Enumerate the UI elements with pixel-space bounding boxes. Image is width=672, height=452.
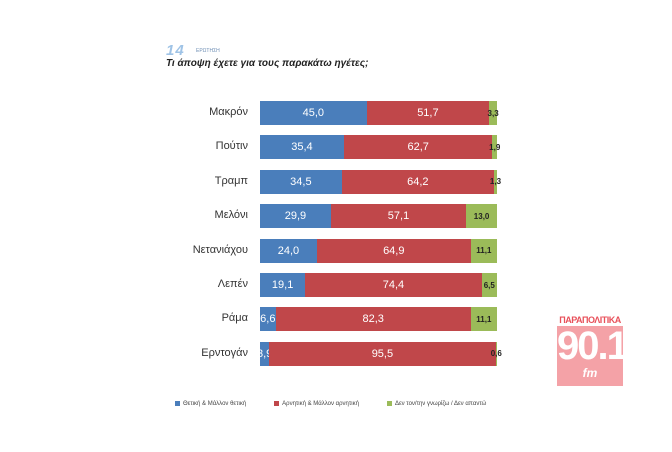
- category-label: Μακρόν: [209, 106, 248, 118]
- legend: Θετική & Μάλλον θετική Αρνητική & Μάλλον …: [175, 401, 486, 407]
- logo-sub: fm: [582, 366, 598, 380]
- question-word: ΕΡΩΤΗΣΗ: [196, 48, 220, 54]
- bar-segment-negative: 64,2: [341, 169, 494, 194]
- bar-segment-positive: 19,1: [260, 273, 306, 297]
- bar-segment-dont-know: 13,0: [466, 204, 497, 229]
- category-label: Ράμα: [221, 312, 248, 325]
- question-number: 14: [166, 42, 185, 59]
- legend-label: Δεν τον/την γνωρίζω / Δεν απαντώ: [394, 401, 487, 408]
- bar-segment-positive: 35,4: [260, 135, 344, 160]
- category-label: Λεπέν: [217, 278, 248, 290]
- bar-segment-positive: 24,0: [260, 238, 317, 263]
- category-label: Πούτιν: [215, 140, 248, 153]
- bar-segment-positive: 29,9: [260, 204, 331, 229]
- logo-top: ΠΑΡΑΠΟΛΙΤΙΚΑ: [557, 314, 623, 326]
- legend-swatch: [274, 401, 280, 406]
- bar-segment-negative: 82,3: [275, 307, 471, 332]
- bar-segment-dont-know: 1,9: [489, 135, 500, 160]
- category-label: Ερντογάν: [201, 346, 248, 359]
- legend-label: Αρνητική & Μάλλον αρνητική: [282, 401, 359, 408]
- bar-segment-dont-know: 1,3: [490, 169, 501, 194]
- bar-segment-dont-know: 11,1: [470, 238, 497, 263]
- bar-segment-positive: 6,6: [260, 307, 276, 332]
- legend-item: Δεν τον/την γνωρίζω / Δεν απαντώ: [386, 401, 487, 408]
- legend-label: Θετική & Μάλλον θετική: [183, 401, 247, 408]
- bar-segment-negative: 57,1: [330, 204, 467, 229]
- radio-logo: ΠΑΡΑΠΟΛΙΤΙΚΑ 90.1 fm: [557, 314, 629, 386]
- bar-segment-positive: 3,9: [257, 341, 272, 366]
- legend-swatch: [175, 401, 180, 406]
- bar-segment-dont-know: 11,1: [470, 307, 497, 332]
- bar-segment-dont-know: 0,6: [491, 341, 502, 366]
- bar-segment-dont-know: 6,5: [481, 273, 497, 297]
- legend-swatch: [386, 401, 392, 406]
- legend-item: Αρνητική & Μάλλον αρνητική: [274, 401, 359, 407]
- category-label: Νετανιάχου: [192, 243, 248, 256]
- bar-segment-negative: 95,5: [269, 341, 496, 366]
- bar-segment-negative: 62,7: [343, 135, 493, 160]
- bar-segment-negative: 51,7: [366, 101, 490, 125]
- bar-segment-positive: 34,5: [260, 169, 342, 194]
- category-label: Τραμπ: [214, 174, 248, 187]
- bar-segment-positive: 45,0: [260, 101, 367, 125]
- bar-segment-negative: 64,9: [316, 238, 471, 263]
- chart-title: Τι άποψη έχετε για τους παρακάτω ηγέτες;: [166, 58, 369, 69]
- bar-segment-dont-know: 3,3: [488, 101, 499, 125]
- legend-item: Θετική & Μάλλον θετική: [175, 401, 246, 407]
- bar-segment-negative: 74,4: [305, 273, 482, 297]
- logo-main: 90.1: [557, 324, 629, 368]
- category-label: Μελόνι: [214, 209, 248, 222]
